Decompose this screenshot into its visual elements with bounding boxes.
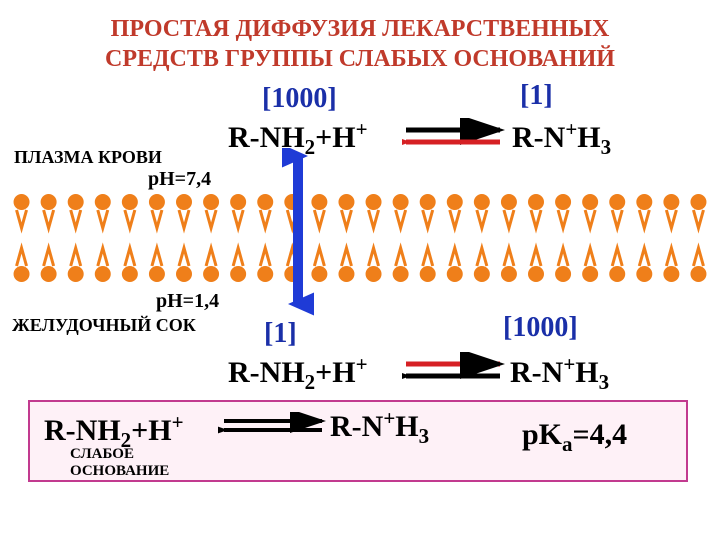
- eq-note: СЛАБОЕ ОСНОВАНИЕ: [70, 446, 169, 479]
- title-line-2: СРЕДСТВ ГРУППЫ СЛАБЫХ ОСНОВАНИЙ: [0, 44, 720, 74]
- lipid-bilayer: [8, 192, 712, 289]
- diffusion-arrow: [282, 148, 314, 316]
- top-side-label: ПЛАЗМА КРОВИ: [14, 147, 162, 168]
- top-equilibrium-arrows: [402, 118, 506, 154]
- eq-arrows: [218, 412, 328, 438]
- eq-pka: pKa=4,4: [522, 418, 627, 457]
- bottom-ph: рН=1,4: [156, 290, 219, 313]
- diagram-title: ПРОСТАЯ ДИФФУЗИЯ ЛЕКАРСТВЕННЫХ СРЕДСТВ Г…: [0, 0, 720, 74]
- top-conc-left: [1000]: [262, 83, 337, 115]
- bottom-formula-right: R-N+H3: [510, 352, 609, 395]
- bottom-conc-left: [1]: [264, 318, 297, 350]
- top-conc-right: [1]: [520, 80, 553, 112]
- bottom-formula-left: R-NH2+H+: [228, 352, 368, 395]
- bottom-equilibrium-arrows: [402, 352, 506, 388]
- bottom-side-label: ЖЕЛУДОЧНЫЙ СОК: [12, 315, 196, 336]
- eq-right: R-N+H3: [330, 406, 429, 449]
- top-ph: рН=7,4: [148, 168, 211, 191]
- equation-box: R-NH2+H+ R-N+H3 pKa=4,4 СЛАБОЕ ОСНОВАНИЕ: [28, 400, 688, 482]
- title-line-1: ПРОСТАЯ ДИФФУЗИЯ ЛЕКАРСТВЕННЫХ: [0, 14, 720, 44]
- bottom-conc-right: [1000]: [503, 312, 578, 344]
- top-formula-right: R-N+H3: [512, 117, 611, 160]
